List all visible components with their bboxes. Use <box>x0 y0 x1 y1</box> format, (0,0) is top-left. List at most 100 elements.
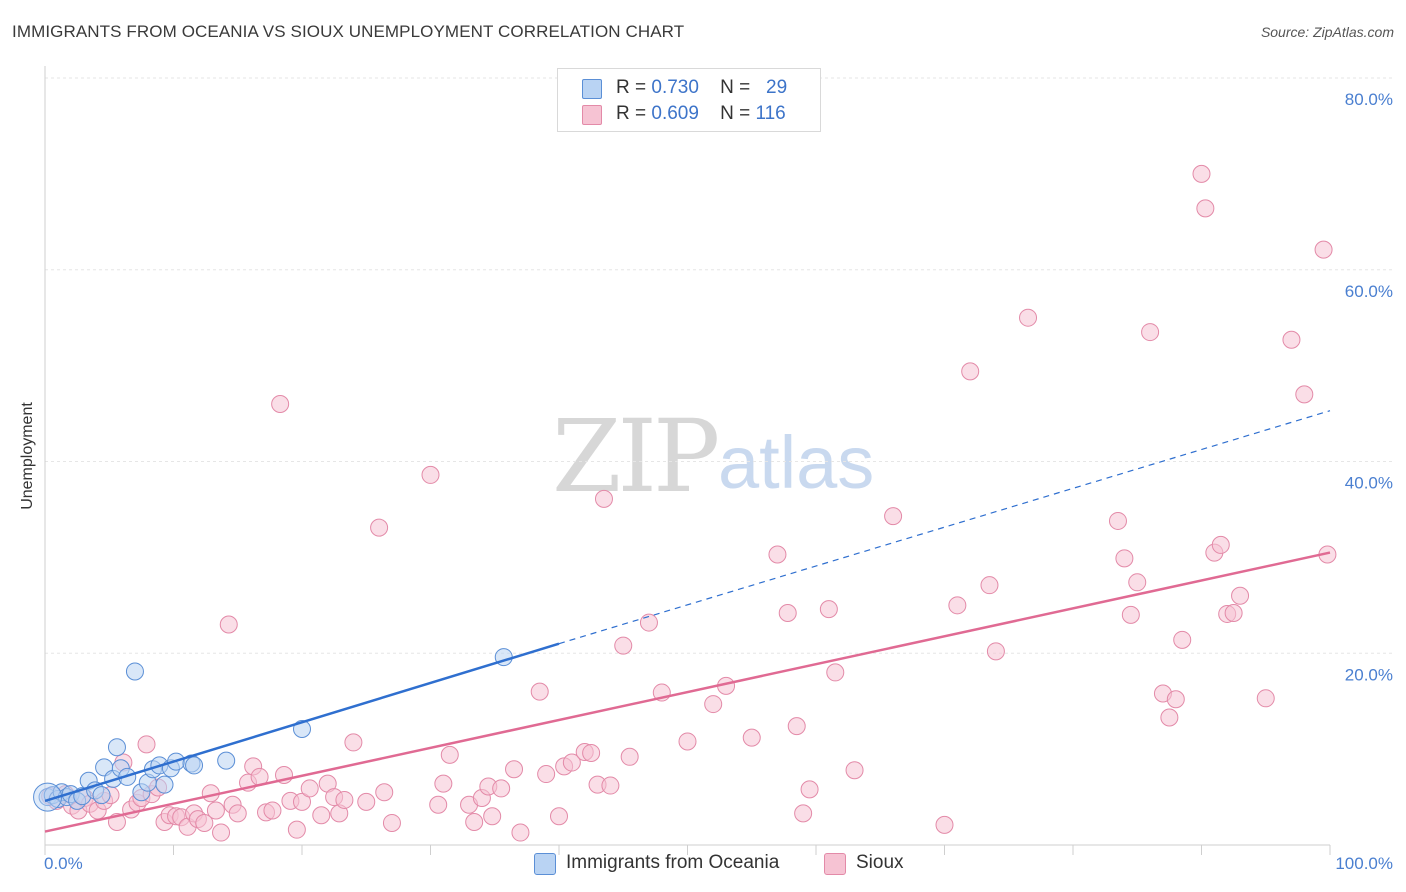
sioux-point <box>421 465 440 484</box>
sioux-point <box>742 728 761 747</box>
sioux-point <box>312 806 331 825</box>
sioux-point <box>1121 605 1140 624</box>
oceania-point <box>217 751 236 770</box>
legend-label-sioux: Sioux <box>856 852 904 873</box>
sioux-point <box>550 807 568 826</box>
legend-n-label: N = <box>720 103 751 124</box>
oceania-point <box>107 738 126 757</box>
sioux-point <box>594 489 613 508</box>
sioux-point <box>300 779 319 798</box>
oceania-point <box>125 662 144 681</box>
sioux-point <box>1224 603 1243 622</box>
source-label: Source: ZipAtlas.com <box>1260 24 1394 40</box>
legend-swatch-pink <box>582 105 602 125</box>
sioux-point <box>1019 308 1038 327</box>
sioux-point <box>1256 689 1275 708</box>
oceania-point <box>155 775 174 794</box>
sioux-point <box>800 780 819 799</box>
sioux-point <box>845 761 864 780</box>
sioux-point <box>263 801 282 820</box>
sioux-point <box>1282 330 1301 349</box>
oceania-trend-line <box>44 642 560 803</box>
tick-layer: 20.0% 40.0% 60.0% 80.0% 0.0% 100.0% <box>44 90 1393 873</box>
sioux-point <box>1314 240 1333 259</box>
sioux-point <box>137 735 156 754</box>
sioux-point <box>980 576 999 595</box>
sioux-point <box>440 745 459 764</box>
oceania-point <box>185 756 204 775</box>
sioux-point <box>1211 535 1230 554</box>
axis-layer <box>44 66 1331 855</box>
sioux-point <box>819 600 838 619</box>
sioux-point <box>1160 708 1179 727</box>
watermark-zip: ZIP <box>552 398 720 515</box>
sioux-point <box>212 823 231 842</box>
sioux-point <box>465 812 484 831</box>
watermark-atlas: atlas <box>718 421 875 504</box>
legend-r-value: 0.609 <box>651 103 699 124</box>
legend-r-value: 0.730 <box>651 77 699 98</box>
sioux-point <box>375 783 394 802</box>
sioux-point <box>434 774 453 793</box>
sioux-point <box>935 815 954 834</box>
correlation-legend: R = 0.730 N = 29 R = 0.609 N = 116 <box>557 68 821 132</box>
sioux-point <box>492 779 511 798</box>
sioux-point <box>614 636 633 655</box>
sioux-point <box>884 507 903 526</box>
sioux-point <box>382 813 401 832</box>
sioux-point <box>195 813 214 832</box>
sioux-point <box>778 603 797 622</box>
y-tick-label: 60.0% <box>1345 282 1393 301</box>
sioux-point <box>530 682 549 701</box>
legend-r-label: R = <box>616 77 647 98</box>
legend-r-label: R = <box>616 103 647 124</box>
sioux-point <box>678 732 697 751</box>
sioux-point <box>948 596 967 615</box>
sioux-point <box>370 518 389 537</box>
sioux-point <box>986 642 1005 661</box>
sioux-point <box>1173 630 1192 649</box>
y-tick-label: 40.0% <box>1345 474 1393 493</box>
oceania-trend-extension <box>558 410 1331 645</box>
sioux-point <box>582 743 601 762</box>
sioux-point <box>228 804 247 823</box>
legend-n-label: N = <box>720 77 751 98</box>
sioux-point <box>335 790 354 809</box>
sioux-point <box>1128 573 1147 592</box>
sioux-point <box>601 776 620 795</box>
sioux-point <box>293 792 311 811</box>
sioux-point <box>1108 511 1127 530</box>
sioux-trend-line <box>44 551 1331 833</box>
legend-label-oceania: Immigrants from Oceania <box>566 852 780 873</box>
oceania-point <box>92 786 111 805</box>
legend-swatch-blue <box>534 853 556 875</box>
sioux-point <box>1231 586 1250 605</box>
trend-layer <box>44 410 1331 833</box>
sioux-point <box>287 820 306 839</box>
sioux-point <box>1166 690 1185 709</box>
y-tick-label: 20.0% <box>1345 665 1393 684</box>
sioux-point <box>704 695 723 714</box>
x-tick-label: 0.0% <box>44 854 83 873</box>
sioux-point <box>1115 549 1134 568</box>
sioux-point <box>1295 385 1314 404</box>
sioux-point <box>961 362 980 381</box>
sioux-point <box>344 733 363 752</box>
sioux-point <box>1141 323 1160 342</box>
sioux-point <box>787 717 806 736</box>
sioux-point <box>429 795 448 814</box>
chart-title: IMMIGRANTS FROM OCEANIA VS SIOUX UNEMPLO… <box>12 22 685 41</box>
legend-swatch-pink <box>824 853 846 875</box>
sioux-point <box>537 765 556 784</box>
sioux-point <box>206 801 225 820</box>
legend-n-value: 29 <box>766 77 788 98</box>
sioux-point <box>505 760 524 779</box>
sioux-point <box>511 823 530 842</box>
grid-layer <box>45 77 1392 654</box>
legend-n-value: 116 <box>755 103 786 124</box>
y-tick-label: 80.0% <box>1345 90 1393 109</box>
sioux-point <box>768 545 787 564</box>
sioux-point <box>357 792 376 811</box>
sioux-point <box>620 747 639 766</box>
